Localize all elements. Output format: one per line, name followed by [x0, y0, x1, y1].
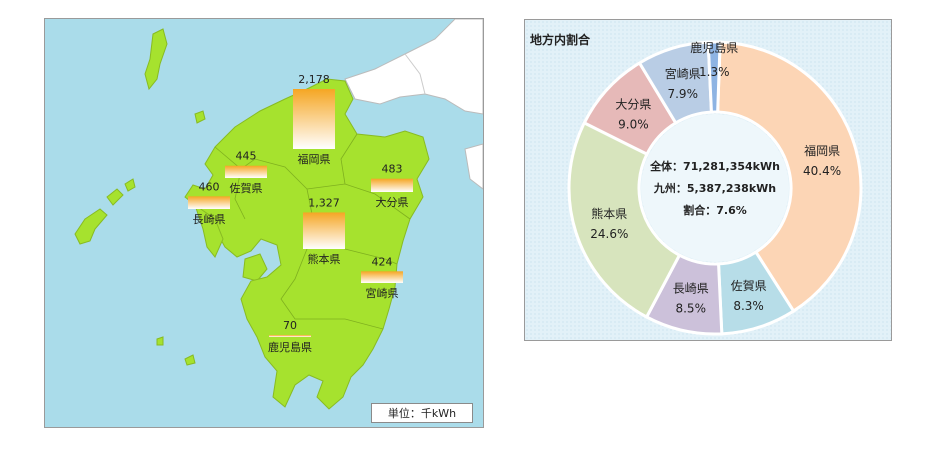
- donut-value-label-2: 8.5%: [675, 301, 706, 315]
- iki-island: [194, 110, 206, 124]
- prefecture-borders: [214, 133, 411, 330]
- donut-chart: 福岡県 40.4% 佐賀県 8.3% 長崎県 8.5% 熊本県 24.6% 大分県 9.0% 宮崎県…: [567, 40, 863, 336]
- map-category-label-2: 長崎県: [193, 212, 226, 226]
- tsushima-island: [144, 28, 168, 91]
- map-bar-4: [371, 178, 413, 192]
- map-value-label-5: 424: [372, 255, 393, 268]
- donut-center-line-1: 九州：5,387,238kWh: [653, 181, 776, 195]
- map-category-label-6: 鹿児島県: [268, 340, 312, 354]
- honshu-inner-border: [404, 53, 426, 95]
- map-category-label-0: 福岡県: [298, 152, 331, 166]
- kyushu-map: 2,178 福岡県 445 佐賀県 460 長崎県 1,327 熊本県 483 大分県 424 宮崎県…: [74, 19, 483, 410]
- map-bar-2: [188, 196, 230, 209]
- map-value-label-1: 445: [236, 150, 257, 163]
- shikoku-landmass: [464, 143, 483, 190]
- map-value-label-2: 460: [199, 180, 220, 193]
- donut-center: [641, 114, 789, 262]
- donut-value-label-0: 40.4%: [803, 164, 841, 178]
- nagasaki-peninsula: [194, 203, 224, 258]
- donut-slice-label-4: 大分県: [615, 98, 651, 112]
- donut-slice-label-3: 熊本県: [591, 206, 627, 221]
- map-panel: 2,178 福岡県 445 佐賀県 460 長崎県 1,327 熊本県 483 大分県 424 宮崎県…: [44, 18, 484, 428]
- unit-label: 単位：千kWh: [371, 403, 473, 423]
- donut-value-label-3: 24.6%: [590, 227, 628, 241]
- donut-slice-label-2: 長崎県: [673, 281, 709, 295]
- donut-slice-3: [567, 120, 682, 320]
- map-bar-1: [225, 165, 267, 178]
- donut-slice-label-0: 福岡県: [804, 143, 840, 158]
- donut-slice-label-6: 鹿児島県: [690, 40, 738, 55]
- donut-value-label-6: 1.3%: [699, 65, 730, 79]
- donut-slice-0: [716, 40, 863, 314]
- donut-value-label-1: 8.3%: [733, 299, 764, 313]
- map-value-label-0: 2,178: [298, 73, 330, 86]
- map-category-label-1: 佐賀県: [230, 181, 263, 195]
- southern-islands: [156, 336, 196, 366]
- donut-center-line-0: 全体：71,281,354kWh: [649, 159, 780, 173]
- goto-islands: [74, 178, 136, 245]
- donut-slice-6: [706, 40, 722, 114]
- donut-value-label-4: 9.0%: [618, 118, 649, 132]
- map-category-label-5: 宮崎県: [366, 286, 399, 300]
- donut-center-line-2: 割合：7.6%: [683, 203, 747, 217]
- map-value-label-6: 70: [283, 319, 297, 332]
- map-bar-3: [303, 212, 345, 249]
- donut-title: 地方内割合: [530, 33, 591, 47]
- map-value-label-3: 1,327: [308, 196, 340, 209]
- map-bar-0: [293, 89, 335, 149]
- donut-slice-label-5: 宮崎県: [665, 66, 701, 81]
- donut-slice-label-1: 佐賀県: [731, 279, 767, 293]
- map-bar-6: [269, 335, 311, 337]
- map-category-label-3: 熊本県: [308, 252, 341, 266]
- amakusa-islands: [242, 253, 268, 282]
- map-bar-5: [361, 271, 403, 283]
- map-category-label-4: 大分県: [376, 195, 409, 209]
- map-value-label-4: 483: [382, 163, 403, 176]
- donut-value-label-5: 7.9%: [667, 87, 698, 101]
- donut-panel: 地方内割合 福岡県 40.4% 佐賀県 8.3% 長崎県 8.5% 熊本県 24.6% 大分県 9…: [524, 19, 892, 341]
